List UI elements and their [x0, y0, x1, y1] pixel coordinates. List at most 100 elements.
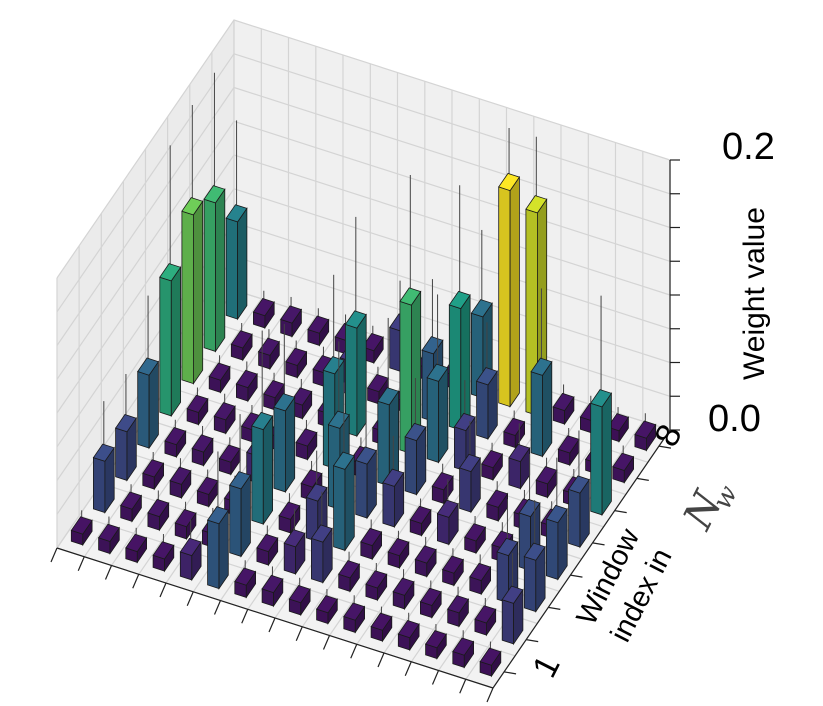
y-axis-line [492, 429, 671, 689]
bar [208, 355, 231, 394]
bar-front-face [448, 304, 462, 431]
bar-top-face [501, 585, 524, 604]
bar-front-face [523, 556, 537, 613]
y-tick [548, 606, 561, 610]
bar [235, 361, 258, 403]
bar-top-face [97, 523, 120, 542]
bar-top-face [169, 466, 192, 485]
bar [501, 552, 524, 646]
bar-side-face [601, 392, 612, 517]
x-tick [159, 582, 167, 598]
bar [257, 329, 280, 371]
bar-top-face [147, 498, 170, 518]
bar [315, 589, 338, 625]
bar [125, 527, 148, 564]
bar-front-face [426, 377, 440, 463]
bar [530, 288, 553, 458]
grid-line-z [56, 120, 671, 380]
bar-top-face [452, 637, 475, 656]
x-tick [213, 600, 222, 615]
bar-top-face [290, 387, 313, 406]
bar [447, 586, 470, 628]
bar-front-face [283, 542, 297, 575]
bar [285, 340, 308, 379]
bar [213, 393, 236, 435]
bar-top-face [612, 452, 635, 471]
bar-top-face [229, 471, 252, 490]
bar-side-face [438, 366, 449, 464]
bar [310, 491, 333, 584]
bar [152, 534, 175, 573]
x-tick [104, 565, 113, 580]
bar [387, 530, 410, 570]
bar-top-face [382, 468, 405, 487]
bar [409, 498, 432, 537]
bar-top-face [92, 443, 115, 462]
bar [307, 308, 330, 347]
bar-top-face [142, 459, 165, 478]
bar-top-face [447, 595, 470, 614]
bar-top-face [377, 387, 400, 406]
bar [523, 500, 546, 613]
bar-front-face [203, 198, 216, 352]
bar-top-face [448, 290, 471, 310]
bar-front-face [436, 513, 450, 545]
bar-top-face [251, 411, 274, 431]
bar [496, 499, 519, 605]
bars-group [70, 72, 657, 678]
x-tick [186, 591, 194, 606]
bar-top-face [475, 367, 498, 386]
bar [399, 175, 422, 455]
bar-top-face [419, 587, 442, 606]
bar-top-face [424, 630, 447, 649]
bar-top-face [179, 537, 202, 557]
bar-top-face [332, 451, 355, 470]
bar [397, 612, 420, 652]
bar [486, 481, 509, 523]
bar-side-face [284, 396, 296, 494]
bar-front-face [568, 488, 581, 548]
bar-top-face [164, 427, 187, 446]
bar-top-face [186, 394, 209, 413]
bar-top-face [273, 393, 296, 412]
bar-top-face [441, 555, 464, 574]
bar [479, 641, 502, 678]
bar-front-face [181, 210, 194, 385]
bar [424, 624, 447, 660]
grid-line-z [56, 19, 671, 279]
bar-side-face [237, 207, 248, 321]
bar-top-face [474, 605, 497, 624]
bar-top-face [545, 504, 568, 524]
bar-front-face [389, 326, 402, 373]
bar-top-face [310, 524, 333, 543]
bar [186, 387, 209, 426]
x-tick [350, 644, 358, 659]
bar [256, 525, 279, 567]
bar [503, 410, 526, 449]
bar-top-face [305, 483, 328, 502]
bar-top-face [552, 392, 575, 412]
bar-top-face [360, 527, 383, 547]
grid-line-z [56, 53, 671, 313]
bar-top-face [120, 491, 143, 510]
bar-top-face [607, 413, 630, 432]
bar-top-face [174, 509, 197, 528]
bar-top-face [152, 541, 175, 560]
bar-top-face [530, 357, 553, 376]
bar-front-face [476, 380, 489, 440]
bar [92, 401, 115, 514]
bar [179, 519, 202, 582]
bar-top-face [392, 577, 415, 596]
bar-front-face [137, 370, 150, 449]
bar-top-face [208, 362, 231, 381]
bar-side-face [170, 266, 182, 418]
bar-top-face [206, 506, 229, 525]
bar-side-face [509, 175, 520, 408]
bar-top-face [458, 453, 481, 473]
y-tick-first: 1 [525, 650, 567, 684]
bar-top-face [280, 305, 303, 324]
bar-front-face [310, 537, 324, 584]
x-tick [404, 661, 412, 676]
x-tick [77, 556, 85, 571]
